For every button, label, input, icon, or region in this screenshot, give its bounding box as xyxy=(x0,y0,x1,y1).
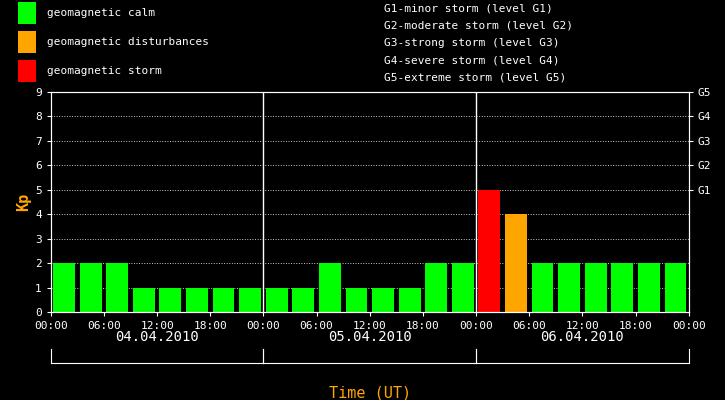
Bar xyxy=(186,288,208,312)
Bar xyxy=(133,288,154,312)
Bar xyxy=(426,263,447,312)
Text: G4-severe storm (level G4): G4-severe storm (level G4) xyxy=(384,55,560,65)
Text: G3-strong storm (level G3): G3-strong storm (level G3) xyxy=(384,38,560,48)
Text: G2-moderate storm (level G2): G2-moderate storm (level G2) xyxy=(384,21,573,31)
Bar xyxy=(505,214,527,312)
Bar xyxy=(239,288,261,312)
Bar xyxy=(80,263,102,312)
Bar xyxy=(319,263,341,312)
Y-axis label: Kp: Kp xyxy=(16,193,30,211)
Bar xyxy=(18,2,36,24)
Bar xyxy=(266,288,288,312)
Text: geomagnetic disturbances: geomagnetic disturbances xyxy=(47,37,209,47)
Text: G5-extreme storm (level G5): G5-extreme storm (level G5) xyxy=(384,72,566,82)
Bar xyxy=(53,263,75,312)
Bar xyxy=(160,288,181,312)
Text: 06.04.2010: 06.04.2010 xyxy=(541,330,624,344)
Bar xyxy=(478,190,500,312)
Bar xyxy=(558,263,580,312)
Bar xyxy=(212,288,234,312)
Text: 05.04.2010: 05.04.2010 xyxy=(328,330,412,344)
Text: geomagnetic calm: geomagnetic calm xyxy=(47,8,155,18)
Bar xyxy=(531,263,553,312)
Bar xyxy=(18,31,36,53)
Bar xyxy=(585,263,607,312)
Bar xyxy=(372,288,394,312)
Text: Time (UT): Time (UT) xyxy=(328,386,411,400)
Text: 04.04.2010: 04.04.2010 xyxy=(115,330,199,344)
Text: geomagnetic storm: geomagnetic storm xyxy=(47,66,162,76)
Bar xyxy=(452,263,473,312)
Bar xyxy=(346,288,368,312)
Bar xyxy=(107,263,128,312)
Bar xyxy=(665,263,687,312)
Bar xyxy=(638,263,660,312)
Bar xyxy=(292,288,314,312)
Bar xyxy=(399,288,420,312)
Bar xyxy=(18,60,36,82)
Bar xyxy=(611,263,633,312)
Text: G1-minor storm (level G1): G1-minor storm (level G1) xyxy=(384,4,553,14)
